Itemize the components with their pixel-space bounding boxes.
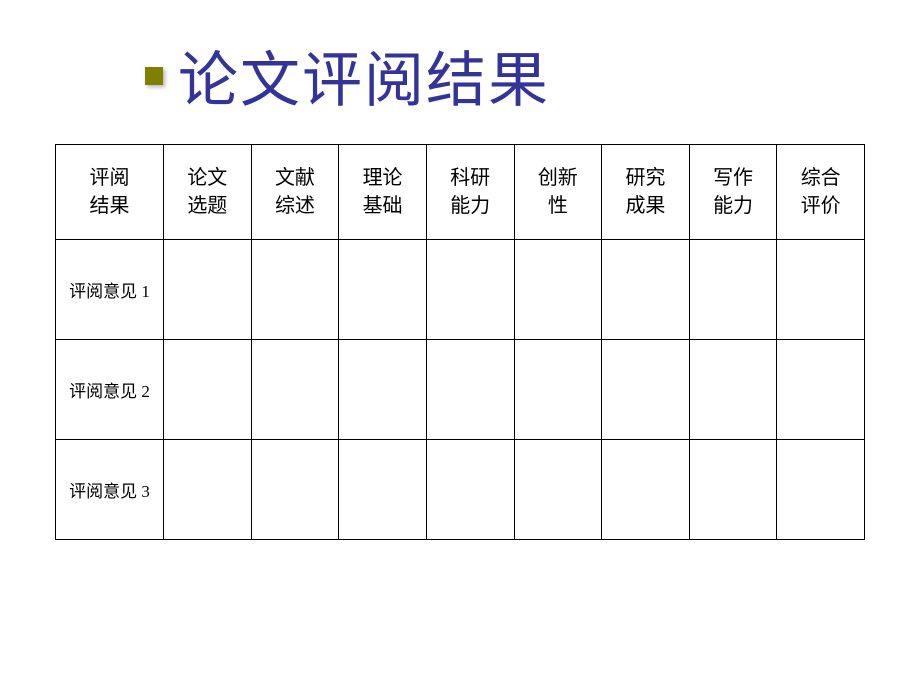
- review-table: 评阅结果 论文选题 文献综述 理论基础 科研能力 创新性 研究成果 写作能力 综…: [55, 144, 865, 540]
- cell: [251, 340, 339, 440]
- table-row: 评阅意见 2: [56, 340, 865, 440]
- col-header-6: 研究成果: [602, 145, 690, 240]
- cell: [602, 440, 690, 540]
- title-bullet: [145, 67, 163, 85]
- col-header-1: 论文选题: [164, 145, 252, 240]
- cell: [426, 240, 514, 340]
- table-container: 评阅结果 论文选题 文献综述 理论基础 科研能力 创新性 研究成果 写作能力 综…: [0, 144, 920, 540]
- cell: [339, 340, 427, 440]
- cell: [777, 340, 865, 440]
- cell: [251, 240, 339, 340]
- table-row: 评阅意见 3: [56, 440, 865, 540]
- cell: [689, 240, 777, 340]
- col-header-8: 综合评价: [777, 145, 865, 240]
- title-area: 论文评阅结果: [0, 0, 920, 144]
- table-row: 评阅意见 1: [56, 240, 865, 340]
- cell: [164, 240, 252, 340]
- cell: [339, 240, 427, 340]
- cell: [339, 440, 427, 540]
- cell: [164, 340, 252, 440]
- cell: [514, 240, 602, 340]
- col-header-7: 写作能力: [689, 145, 777, 240]
- col-header-2: 文献综述: [251, 145, 339, 240]
- col-header-4: 科研能力: [426, 145, 514, 240]
- cell: [514, 340, 602, 440]
- row-label-2: 评阅意见 3: [56, 440, 164, 540]
- table-header-row: 评阅结果 论文选题 文献综述 理论基础 科研能力 创新性 研究成果 写作能力 综…: [56, 145, 865, 240]
- cell: [426, 440, 514, 540]
- cell: [777, 240, 865, 340]
- cell: [164, 440, 252, 540]
- cell: [689, 440, 777, 540]
- cell: [602, 240, 690, 340]
- col-header-0: 评阅结果: [56, 145, 164, 240]
- cell: [426, 340, 514, 440]
- row-label-1: 评阅意见 2: [56, 340, 164, 440]
- cell: [251, 440, 339, 540]
- cell: [689, 340, 777, 440]
- cell: [777, 440, 865, 540]
- cell: [602, 340, 690, 440]
- row-label-0: 评阅意见 1: [56, 240, 164, 340]
- slide-title: 论文评阅结果: [178, 32, 550, 119]
- col-header-5: 创新性: [514, 145, 602, 240]
- col-header-3: 理论基础: [339, 145, 427, 240]
- cell: [514, 440, 602, 540]
